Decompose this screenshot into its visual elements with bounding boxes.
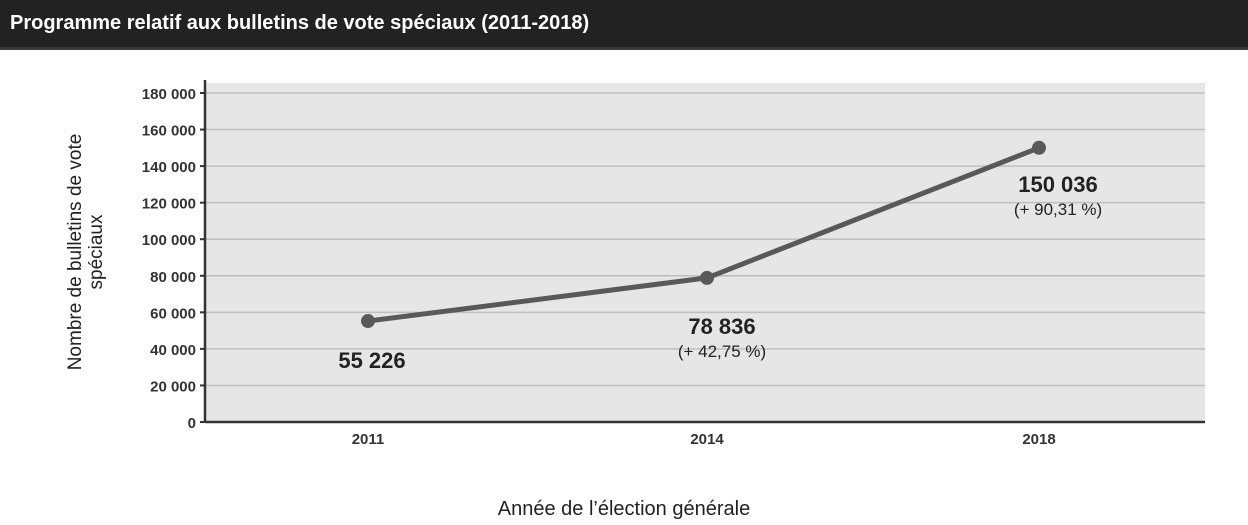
change-label: (+ 90,31 %) — [1014, 200, 1102, 219]
y-tick-label: 160 000 — [142, 123, 196, 140]
chart-title: Programme relatif aux bulletins de vote … — [10, 12, 590, 34]
data-point — [1032, 140, 1046, 155]
change-label: (+ 42,75 %) — [678, 342, 766, 361]
plot-area — [205, 83, 1205, 422]
chart-header: Programme relatif aux bulletins de vote … — [0, 0, 1248, 50]
data-point — [361, 314, 375, 329]
x-tick-label: 2018 — [1022, 431, 1055, 448]
data-point — [700, 270, 714, 285]
x-axis-label: Année de l’élection générale — [497, 498, 751, 520]
y-tick-label: 0 — [188, 415, 196, 432]
data-label: 78 836 — [688, 314, 755, 339]
y-tick-label: 140 000 — [142, 159, 196, 176]
data-label: 150 036 — [1018, 172, 1098, 197]
y-axis-label: Nombre de bulletins de vote spéciaux — [65, 133, 107, 371]
y-tick-label: 100 000 — [142, 232, 196, 249]
data-label: 55 226 — [338, 348, 405, 373]
y-tick-label: 40 000 — [150, 342, 196, 359]
y-tick-label: 120 000 — [142, 196, 196, 213]
y-tick-label: 180 000 — [142, 86, 196, 103]
y-tick-label: 60 000 — [150, 305, 196, 322]
y-tick-label: 20 000 — [150, 378, 196, 395]
x-tick-label: 2014 — [690, 431, 724, 448]
y-tick-label: 80 000 — [150, 269, 196, 286]
x-tick-label: 2011 — [352, 431, 385, 448]
